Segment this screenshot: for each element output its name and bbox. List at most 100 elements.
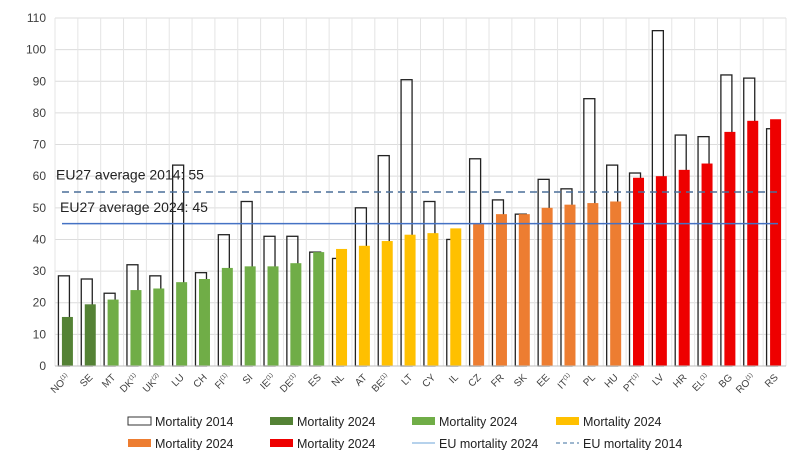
category-code: LU — [170, 372, 187, 389]
category-code: RS — [763, 372, 781, 390]
bar-mortality-2024 — [244, 266, 256, 366]
x-tick-label: BG — [717, 372, 735, 390]
x-tick-label: HU — [603, 372, 621, 390]
x-tick-label: IL — [447, 372, 461, 386]
bar-mortality-2024 — [655, 176, 667, 366]
category-code: CZ — [467, 372, 484, 389]
category-code: NL — [330, 372, 347, 389]
bar-mortality-2024 — [427, 233, 439, 366]
y-tick-label: 10 — [33, 327, 47, 341]
y-tick-label: 0 — [39, 359, 46, 373]
category-code: BG — [717, 372, 735, 390]
x-tick-label: LV — [651, 372, 667, 388]
legend-swatch — [556, 417, 579, 425]
y-tick-label: 80 — [33, 106, 47, 120]
bar-mortality-2024 — [221, 267, 233, 366]
y-tick-label: 30 — [33, 264, 47, 278]
category-code: IL — [447, 372, 461, 386]
x-tick-label: EE — [535, 372, 552, 389]
x-tick-label: BE(1) — [370, 372, 392, 394]
legend-label: EU mortality 2024 — [439, 437, 538, 450]
bar-mortality-2024 — [747, 120, 759, 367]
x-tick-label: SE — [78, 372, 95, 389]
category-footnote: (1) — [128, 372, 137, 381]
x-tick-label: RS — [763, 372, 781, 390]
legend-label: Mortality 2024 — [297, 437, 376, 450]
legend-swatch — [412, 417, 435, 425]
x-tick-label: IT(1) — [556, 372, 575, 391]
x-tick-label: NL — [330, 372, 347, 389]
x-tick-label: IE(1) — [258, 372, 278, 392]
category-footnote: (1) — [745, 372, 754, 381]
y-tick-label: 110 — [27, 11, 46, 25]
x-tick-label: PL — [582, 372, 599, 389]
category-code: HU — [603, 372, 621, 390]
legend-label: Mortality 2024 — [583, 415, 662, 429]
y-tick-label: 60 — [33, 169, 47, 183]
category-code: SI — [241, 372, 255, 386]
legend-swatch — [128, 439, 151, 447]
x-tick-label: HR — [671, 372, 689, 390]
category-footnote: (1) — [288, 372, 297, 381]
bar-mortality-2024 — [678, 169, 690, 366]
bar-mortality-2024 — [313, 252, 325, 366]
bar-mortality-2024 — [564, 204, 576, 366]
category-code: LV — [651, 372, 667, 388]
bar-mortality-2024 — [518, 214, 530, 366]
legend-swatch — [127, 416, 152, 426]
bar-mortality-2024 — [495, 214, 507, 366]
category-footnote: (1) — [562, 372, 571, 381]
category-footnote: (1) — [631, 372, 640, 381]
bar-mortality-2024 — [61, 316, 73, 366]
x-tick-label: NO(1) — [49, 372, 73, 396]
legend-label: EU mortality 2014 — [583, 437, 682, 450]
bar-mortality-2024 — [84, 304, 96, 366]
category-code: EE — [535, 372, 552, 389]
category-code: CH — [192, 372, 210, 390]
bar-mortality-2024 — [473, 223, 485, 366]
category-code: FR — [489, 372, 506, 389]
x-tick-label: DE(1) — [278, 372, 301, 395]
category-footnote: (1) — [219, 372, 228, 381]
x-tick-label: CH — [192, 372, 210, 390]
x-tick-label: LT — [400, 372, 416, 388]
x-tick-label: FI(1) — [213, 372, 232, 391]
x-tick-label: CZ — [467, 372, 484, 389]
bar-mortality-2024 — [358, 245, 370, 366]
category-code: AT — [353, 372, 369, 388]
category-code: LT — [400, 372, 416, 388]
category-code: HR — [671, 372, 689, 390]
eu-average-label: EU27 average 2014: 55 — [56, 166, 204, 182]
category-footnote: (2) — [151, 372, 160, 381]
x-tick-label: CY — [420, 372, 438, 390]
bar-mortality-2024 — [541, 207, 553, 366]
y-tick-label: 40 — [33, 232, 47, 246]
bar-mortality-2024 — [770, 119, 782, 367]
bar-mortality-2024 — [336, 248, 348, 366]
legend-label: Mortality 2024 — [297, 415, 376, 429]
bar-mortality-2024 — [267, 266, 279, 366]
x-tick-label: SI — [241, 372, 255, 386]
x-tick-label: ES — [307, 372, 324, 389]
category-code: MT — [100, 372, 118, 390]
bar-mortality-2024 — [290, 263, 302, 366]
y-tick-label: 50 — [33, 201, 47, 215]
category-code: CY — [420, 372, 438, 390]
category-footnote: (1) — [60, 372, 69, 381]
bar-mortality-2024 — [198, 279, 210, 366]
category-footnote: (1) — [265, 372, 274, 381]
x-tick-label: EL(1) — [691, 372, 713, 394]
x-tick-label: RO(1) — [734, 372, 758, 396]
legend-label: Mortality 2014 — [155, 415, 234, 429]
category-code: SE — [78, 372, 95, 389]
legend-swatch — [270, 439, 293, 447]
legend-swatch — [270, 417, 293, 425]
y-tick-label: 20 — [33, 296, 47, 310]
category-code: PL — [582, 372, 599, 389]
legend-label: Mortality 2024 — [155, 437, 234, 450]
legend-label: Mortality 2024 — [439, 415, 518, 429]
x-tick-label: UK(2) — [141, 372, 164, 395]
bar-mortality-2024 — [587, 203, 599, 366]
bar-mortality-2024 — [404, 234, 416, 366]
